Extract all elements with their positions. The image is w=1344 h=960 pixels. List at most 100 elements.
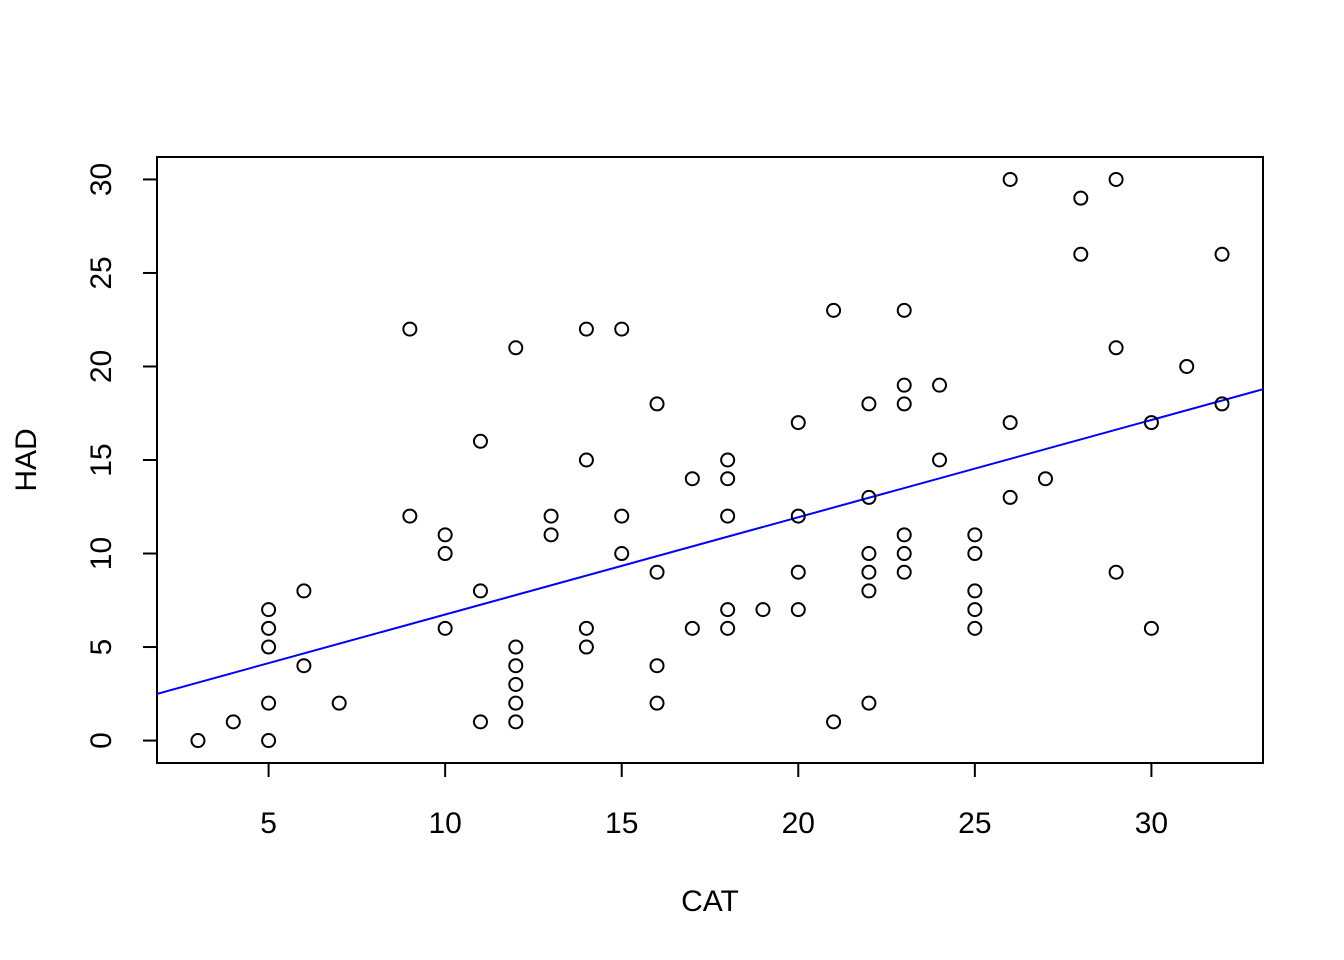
x-tick-label: 25	[958, 807, 991, 840]
y-tick-label: 30	[85, 163, 118, 196]
data-point	[1108, 171, 1124, 187]
data-point	[790, 564, 806, 580]
data-point	[720, 471, 736, 487]
data-point	[261, 639, 277, 655]
data-point	[896, 564, 912, 580]
data-point	[826, 714, 842, 730]
y-tick-label: 5	[85, 639, 118, 656]
data-point	[508, 639, 524, 655]
data-point	[684, 620, 700, 636]
data-point	[896, 396, 912, 412]
data-point	[508, 340, 524, 356]
y-tick-label: 25	[85, 256, 118, 289]
data-point	[755, 602, 771, 618]
data-point	[967, 583, 983, 599]
data-point	[543, 527, 559, 543]
data-point	[296, 583, 312, 599]
data-point	[543, 508, 559, 524]
data-point	[1002, 489, 1018, 505]
data-point	[1108, 340, 1124, 356]
data-point	[967, 602, 983, 618]
data-point	[578, 639, 594, 655]
data-point	[1143, 415, 1159, 431]
data-point	[649, 658, 665, 674]
data-point	[1073, 246, 1089, 262]
data-point	[967, 620, 983, 636]
data-point	[190, 733, 206, 749]
data-point	[967, 527, 983, 543]
data-point	[508, 676, 524, 692]
data-point	[402, 321, 418, 337]
data-point	[932, 452, 948, 468]
data-point	[896, 377, 912, 393]
data-point	[861, 564, 877, 580]
data-point	[720, 602, 736, 618]
x-axis-title: CAT	[681, 885, 739, 918]
data-point	[296, 658, 312, 674]
y-tick-label: 10	[85, 537, 118, 570]
data-point	[437, 620, 453, 636]
data-point	[261, 695, 277, 711]
data-point	[261, 733, 277, 749]
data-point	[614, 321, 630, 337]
data-point	[861, 546, 877, 562]
data-point	[1214, 396, 1230, 412]
data-point	[720, 508, 736, 524]
data-point	[1143, 620, 1159, 636]
regression-line-layer	[157, 388, 1263, 695]
data-point	[720, 452, 736, 468]
data-point	[578, 452, 594, 468]
x-tick-label: 5	[260, 807, 277, 840]
x-tick-label: 10	[428, 807, 461, 840]
data-point	[932, 377, 948, 393]
data-point	[790, 508, 806, 524]
y-tick-label: 20	[85, 350, 118, 383]
data-point	[508, 714, 524, 730]
data-points	[190, 171, 1230, 749]
data-point	[790, 415, 806, 431]
data-point	[508, 658, 524, 674]
data-point	[261, 620, 277, 636]
data-point	[508, 695, 524, 711]
data-point	[896, 302, 912, 318]
x-axis: 5 10 15 20 25 30	[260, 762, 1168, 840]
data-point	[896, 546, 912, 562]
data-point	[1002, 415, 1018, 431]
y-tick-label: 15	[85, 443, 118, 476]
data-point	[861, 583, 877, 599]
x-tick-label: 15	[605, 807, 638, 840]
data-point	[861, 489, 877, 505]
data-point	[1002, 171, 1018, 187]
data-point	[1179, 358, 1195, 374]
data-point	[437, 527, 453, 543]
data-point	[649, 396, 665, 412]
data-point	[614, 546, 630, 562]
data-point	[684, 471, 700, 487]
data-point	[578, 321, 594, 337]
data-point	[331, 695, 347, 711]
data-point	[826, 302, 842, 318]
data-point	[967, 546, 983, 562]
data-point	[896, 527, 912, 543]
data-point	[861, 695, 877, 711]
data-point	[1037, 471, 1053, 487]
x-tick-label: 20	[782, 807, 815, 840]
plot-frame	[156, 156, 1264, 764]
data-point	[720, 620, 736, 636]
data-point	[578, 620, 594, 636]
data-point	[472, 433, 488, 449]
data-point	[1214, 246, 1230, 262]
data-point	[790, 602, 806, 618]
data-point	[614, 508, 630, 524]
data-point	[1108, 564, 1124, 580]
data-point	[649, 564, 665, 580]
regression-line	[157, 388, 1263, 695]
data-point	[437, 546, 453, 562]
y-axis-title: HAD	[10, 428, 43, 491]
data-point	[261, 602, 277, 618]
data-point	[472, 583, 488, 599]
y-axis: 0 5 10 15 20 25 30	[85, 163, 158, 749]
x-tick-label: 30	[1135, 807, 1168, 840]
data-point	[649, 695, 665, 711]
